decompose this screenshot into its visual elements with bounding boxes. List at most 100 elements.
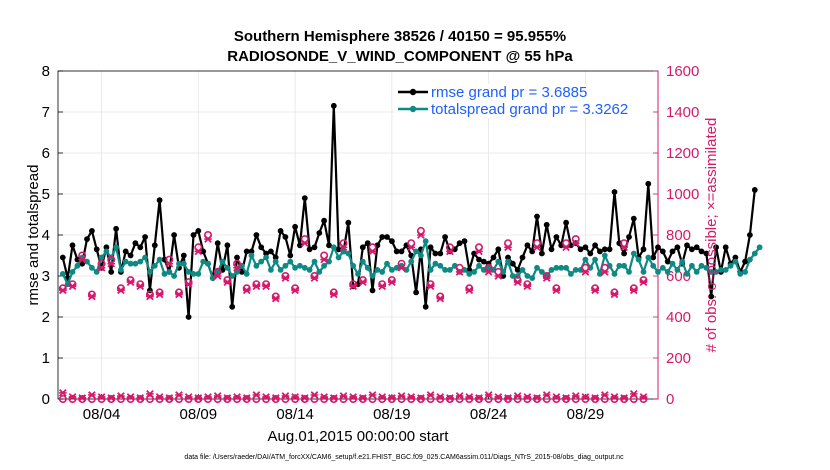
series-point-0 xyxy=(543,221,550,228)
obs-assimilated-point xyxy=(600,391,609,399)
obs-assimilated-point xyxy=(523,393,532,401)
series-point-0 xyxy=(645,180,652,187)
series-point-1 xyxy=(389,267,395,273)
obs-assimilated-point xyxy=(562,243,570,252)
series-point-0 xyxy=(563,219,569,226)
obs-assimilated-point xyxy=(562,394,570,402)
series-point-0 xyxy=(190,232,197,238)
series-point-1 xyxy=(219,258,226,265)
series-point-0 xyxy=(747,232,753,238)
obs-assimilated-point xyxy=(513,278,522,286)
data-file-footnote: data file: /Users/raeder/DAI/ATM_forcXX/… xyxy=(184,454,624,461)
series-point-0 xyxy=(524,242,531,249)
obs-assimilated-point xyxy=(581,393,590,401)
series-point-1 xyxy=(751,250,758,257)
series-point-0 xyxy=(74,256,81,263)
series-point-1 xyxy=(151,262,158,269)
series-point-1 xyxy=(447,267,453,273)
series-point-1 xyxy=(669,260,676,267)
series-point-0 xyxy=(195,228,202,234)
obs-possible-point xyxy=(136,394,145,403)
series-point-1 xyxy=(592,256,598,263)
series-point-0 xyxy=(311,244,318,251)
obs-assimilated-point xyxy=(97,393,106,401)
obs-assimilated-point xyxy=(349,393,357,401)
obs-possible-point xyxy=(223,394,232,403)
series-point-0 xyxy=(393,248,400,255)
obs-assimilated-point xyxy=(97,263,106,272)
series-point-1 xyxy=(621,262,627,269)
series-point-1 xyxy=(534,264,540,271)
right-tick-label: 1000 xyxy=(666,186,699,203)
series-point-1 xyxy=(311,258,318,265)
obs-assimilated-point xyxy=(242,286,251,295)
obs-assimilated-point xyxy=(146,390,154,398)
series-point-1 xyxy=(693,269,700,275)
series-point-1 xyxy=(59,271,66,277)
series-point-1 xyxy=(171,273,178,279)
obs-possible-point xyxy=(474,394,483,403)
obs-assimilated-point xyxy=(542,274,551,282)
obs-possible-point xyxy=(194,394,203,403)
series-point-0 xyxy=(732,254,739,261)
chart-title: Southern Hemisphere 38526 / 40150 = 95.9… xyxy=(234,28,566,45)
obs-assimilated-point xyxy=(262,393,270,401)
series-point-0 xyxy=(326,242,332,249)
series-point-0 xyxy=(500,273,507,279)
obs-possible-point xyxy=(562,394,571,403)
obs-assimilated-point xyxy=(204,235,212,243)
series-point-0 xyxy=(534,213,540,220)
series-point-1 xyxy=(650,262,657,269)
obs-assimilated-point xyxy=(155,290,164,299)
series-point-1 xyxy=(316,269,323,275)
series-point-1 xyxy=(659,264,666,271)
obs-assimilated-point xyxy=(349,282,357,291)
series-point-1 xyxy=(229,273,236,279)
series-point-0 xyxy=(597,248,603,255)
right-tick-label: 400 xyxy=(666,309,691,326)
left-tick-label: 2 xyxy=(42,309,50,326)
series-point-0 xyxy=(539,250,545,257)
series-point-1 xyxy=(306,267,313,273)
obs-assimilated-point xyxy=(175,391,183,399)
obs-assimilated-point xyxy=(426,282,435,291)
series-point-0 xyxy=(137,244,144,251)
series-point-1 xyxy=(442,267,448,273)
series-point-0 xyxy=(277,228,284,234)
series-point-1 xyxy=(292,264,298,271)
obs-assimilated-point xyxy=(426,391,435,399)
series-point-0 xyxy=(751,187,758,193)
y-axis-label-left: rmse and totalspread xyxy=(25,165,42,306)
series-point-1 xyxy=(282,262,289,269)
obs-assimilated-point xyxy=(388,394,396,402)
series-point-0 xyxy=(505,254,511,261)
series-point-0 xyxy=(200,248,207,255)
obs-assimilated-point xyxy=(184,393,193,401)
series-point-1 xyxy=(263,254,269,261)
series-point-1 xyxy=(742,269,748,275)
series-point-0 xyxy=(253,232,260,238)
series-point-1 xyxy=(297,262,303,269)
series-point-0 xyxy=(359,244,366,251)
series-point-1 xyxy=(689,262,695,269)
series-point-1 xyxy=(572,267,579,273)
obs-assimilated-point xyxy=(59,389,67,397)
series-point-1 xyxy=(393,264,400,271)
series-point-0 xyxy=(84,236,90,243)
obs-assimilated-point xyxy=(78,394,87,402)
obs-assimilated-point xyxy=(68,282,77,291)
series-point-0 xyxy=(693,244,700,251)
series-point-1 xyxy=(268,267,274,273)
obs-assimilated-point xyxy=(213,392,222,400)
series-point-1 xyxy=(553,264,560,271)
series-point-1 xyxy=(732,258,739,265)
series-point-1 xyxy=(626,269,632,275)
obs-assimilated-point xyxy=(581,268,590,276)
series-point-0 xyxy=(626,234,632,240)
obs-assimilated-point xyxy=(165,394,174,402)
series-point-1 xyxy=(243,271,250,277)
series-point-0 xyxy=(669,248,676,255)
obs-assimilated-point xyxy=(204,393,212,401)
obs-possible-point xyxy=(78,394,87,403)
series-point-1 xyxy=(258,258,265,265)
